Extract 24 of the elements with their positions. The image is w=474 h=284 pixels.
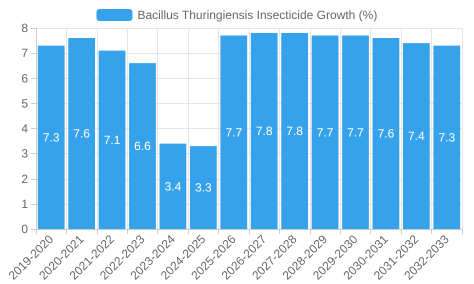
y-tick-label: 5 — [21, 96, 28, 110]
data-label: 7.7 — [316, 125, 334, 140]
data-label: 7.4 — [408, 129, 426, 144]
data-label: 7.1 — [104, 132, 121, 147]
y-tick-label: 4 — [21, 122, 28, 136]
y-tick-label: 3 — [21, 146, 28, 161]
y-tick-label: 2 — [21, 172, 28, 186]
legend-label: Bacillus Thuringiensis Insecticide Growth (%) — [137, 8, 378, 22]
data-label: 7.7 — [347, 125, 364, 140]
data-label: 7.3 — [438, 130, 456, 144]
y-tick-label: 7 — [21, 46, 28, 60]
data-label: 7.8 — [286, 124, 304, 138]
data-label: 3.3 — [195, 180, 212, 195]
y-tick-label: 6 — [21, 71, 28, 86]
data-label: 6.6 — [134, 139, 152, 154]
y-tick-label: 8 — [21, 21, 28, 35]
data-label: 7.6 — [378, 126, 395, 141]
data-label: 3.4 — [164, 179, 182, 194]
y-tick-label: 1 — [21, 196, 28, 211]
y-tick-label: 0 — [21, 222, 28, 236]
data-label: 7.8 — [256, 124, 273, 138]
data-label: 7.7 — [225, 125, 242, 140]
data-label: 7.6 — [73, 126, 90, 141]
data-label: 7.3 — [42, 130, 60, 144]
